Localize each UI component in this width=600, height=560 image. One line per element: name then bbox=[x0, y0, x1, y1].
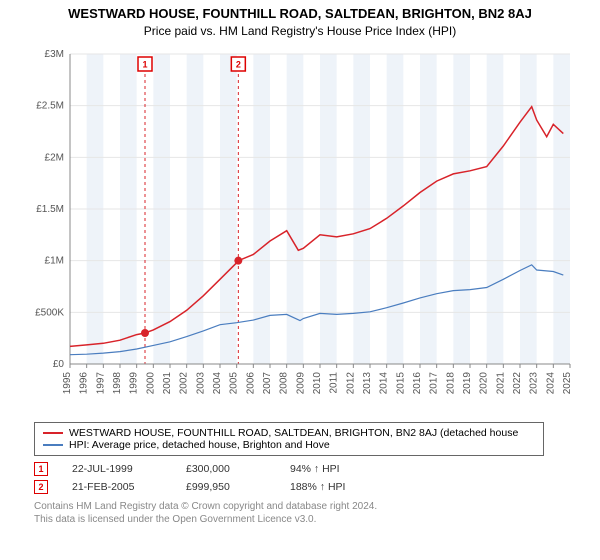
event-rel: 188% ↑ HPI bbox=[290, 481, 380, 493]
legend-item-hpi: HPI: Average price, detached house, Brig… bbox=[43, 439, 535, 451]
svg-text:2007: 2007 bbox=[262, 372, 273, 395]
event-badge: 1 bbox=[34, 462, 48, 476]
svg-text:£2M: £2M bbox=[45, 152, 64, 163]
svg-text:2010: 2010 bbox=[312, 372, 323, 395]
svg-text:2008: 2008 bbox=[279, 372, 290, 395]
svg-text:£3M: £3M bbox=[45, 49, 64, 60]
legend-label-hpi: HPI: Average price, detached house, Brig… bbox=[69, 439, 330, 451]
svg-text:1996: 1996 bbox=[79, 372, 90, 395]
svg-text:2025: 2025 bbox=[562, 372, 573, 395]
svg-text:2015: 2015 bbox=[395, 372, 406, 395]
svg-text:2021: 2021 bbox=[495, 372, 506, 395]
svg-text:£0: £0 bbox=[53, 359, 65, 370]
attribution-line-2: This data is licensed under the Open Gov… bbox=[34, 513, 580, 526]
svg-text:2019: 2019 bbox=[462, 372, 473, 395]
event-rel: 94% ↑ HPI bbox=[290, 463, 380, 475]
chart-subtitle: Price paid vs. HM Land Registry's House … bbox=[0, 24, 600, 38]
svg-text:1997: 1997 bbox=[95, 372, 106, 395]
svg-text:£2.5M: £2.5M bbox=[36, 101, 64, 112]
event-badge: 2 bbox=[34, 480, 48, 494]
svg-text:2012: 2012 bbox=[345, 372, 356, 395]
svg-text:2022: 2022 bbox=[512, 372, 523, 395]
svg-text:2009: 2009 bbox=[295, 372, 306, 395]
svg-text:2006: 2006 bbox=[245, 372, 256, 395]
legend-item-property: WESTWARD HOUSE, FOUNTHILL ROAD, SALTDEAN… bbox=[43, 427, 535, 439]
attribution-line-1: Contains HM Land Registry data © Crown c… bbox=[34, 500, 580, 513]
svg-text:2017: 2017 bbox=[429, 372, 440, 395]
svg-text:2023: 2023 bbox=[529, 372, 540, 395]
svg-text:1995: 1995 bbox=[62, 372, 73, 395]
event-price: £300,000 bbox=[186, 463, 266, 475]
legend: WESTWARD HOUSE, FOUNTHILL ROAD, SALTDEAN… bbox=[34, 422, 544, 456]
svg-text:2: 2 bbox=[236, 59, 241, 69]
chart-svg: £0 £500K £1M £1.5M £2M £2.5M £3M 1995 1996 1997 19… bbox=[20, 44, 580, 414]
svg-text:2024: 2024 bbox=[545, 372, 556, 395]
svg-text:2018: 2018 bbox=[445, 372, 456, 395]
chart-container: { "title": "WESTWARD HOUSE, FOUNTHILL RO… bbox=[0, 6, 600, 526]
event-row: 2 21-FEB-2005 £999,950 188% ↑ HPI bbox=[34, 480, 580, 494]
legend-label-property: WESTWARD HOUSE, FOUNTHILL ROAD, SALTDEAN… bbox=[69, 427, 518, 439]
svg-text:2014: 2014 bbox=[379, 372, 390, 395]
svg-text:2020: 2020 bbox=[479, 372, 490, 395]
svg-text:2003: 2003 bbox=[195, 372, 206, 395]
event-price: £999,950 bbox=[186, 481, 266, 493]
svg-text:2001: 2001 bbox=[162, 372, 173, 395]
svg-text:2011: 2011 bbox=[329, 372, 340, 394]
svg-text:£1.5M: £1.5M bbox=[36, 204, 64, 215]
svg-text:1998: 1998 bbox=[112, 372, 123, 395]
svg-text:2016: 2016 bbox=[412, 372, 423, 395]
svg-text:2013: 2013 bbox=[362, 372, 373, 395]
event-table: 1 22-JUL-1999 £300,000 94% ↑ HPI 2 21-FEB-200… bbox=[34, 462, 580, 494]
chart-area: £0 £500K £1M £1.5M £2M £2.5M £3M 1995 1996 1997 19… bbox=[20, 44, 580, 414]
chart-title: WESTWARD HOUSE, FOUNTHILL ROAD, SALTDEAN… bbox=[0, 6, 600, 21]
attribution: Contains HM Land Registry data © Crown c… bbox=[34, 500, 580, 526]
svg-text:1999: 1999 bbox=[129, 372, 140, 395]
event-row: 1 22-JUL-1999 £300,000 94% ↑ HPI bbox=[34, 462, 580, 476]
svg-text:1: 1 bbox=[142, 59, 147, 69]
svg-text:2002: 2002 bbox=[179, 372, 190, 395]
svg-text:£1M: £1M bbox=[45, 256, 64, 267]
svg-text:2004: 2004 bbox=[212, 372, 223, 395]
svg-text:2005: 2005 bbox=[229, 372, 240, 395]
legend-swatch-property bbox=[43, 432, 63, 434]
event-date: 21-FEB-2005 bbox=[72, 481, 162, 493]
legend-swatch-hpi bbox=[43, 444, 63, 446]
svg-text:£500K: £500K bbox=[35, 307, 64, 318]
event-date: 22-JUL-1999 bbox=[72, 463, 162, 475]
svg-text:2000: 2000 bbox=[145, 372, 156, 395]
